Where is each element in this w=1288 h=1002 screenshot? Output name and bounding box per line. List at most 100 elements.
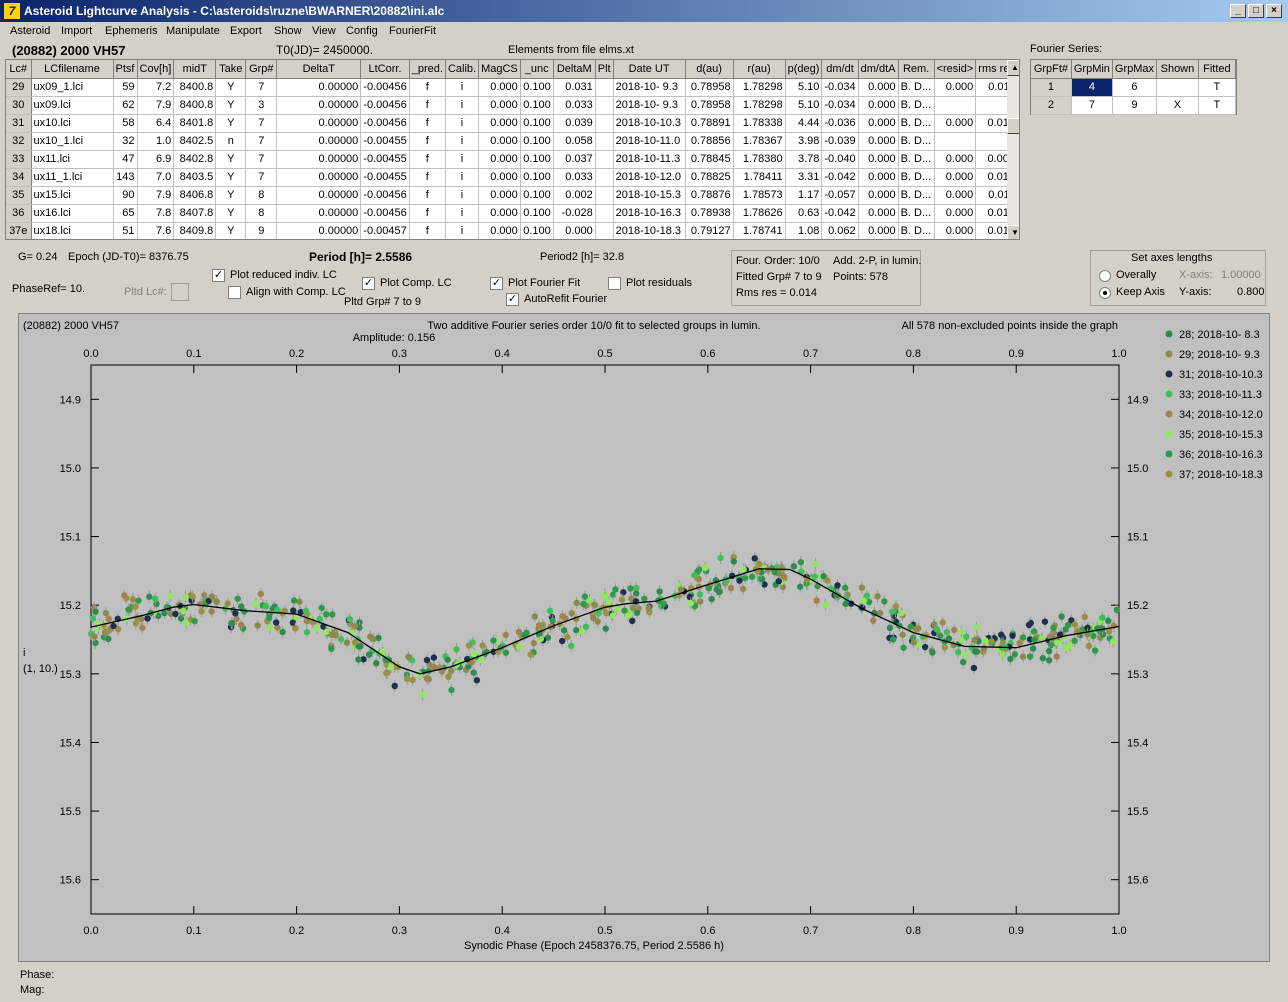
table-cell[interactable]: -0.00456 — [360, 186, 410, 205]
table-cell[interactable]: 0.062 — [821, 222, 859, 239]
table-cell[interactable]: 0.000 — [934, 168, 977, 187]
table-cell[interactable]: Y — [215, 78, 247, 97]
column-header[interactable]: Date UT — [613, 60, 686, 79]
table-cell[interactable]: 0.000 — [858, 114, 899, 133]
autorefit-checkbox[interactable]: ✓ — [506, 293, 519, 306]
table-row[interactable]: 30 ux09.lci 62 7.9 8400.8 Y 3 0.00000 -0.00456 f i… — [6, 96, 1018, 115]
column-header[interactable]: MagCS — [478, 60, 521, 79]
table-cell[interactable]: B. D... — [898, 132, 935, 151]
minimize-button[interactable]: _ — [1230, 4, 1246, 18]
table-cell[interactable]: 0.000 — [858, 204, 899, 223]
table-cell[interactable]: 7.0 — [137, 168, 175, 187]
table-cell[interactable]: 0.00000 — [276, 114, 362, 133]
table-cell[interactable]: i — [445, 78, 480, 97]
table-cell[interactable]: 8400.8 — [173, 78, 217, 97]
column-header[interactable]: Take — [215, 60, 247, 79]
table-cell[interactable]: 0.000 — [553, 222, 596, 239]
table-cell[interactable]: ux11.lci — [31, 150, 114, 169]
epoch-value[interactable]: Epoch (JD-T0)= 8376.75 — [68, 251, 189, 263]
table-cell[interactable]: 1.0 — [137, 132, 175, 151]
table-cell[interactable]: 0.78958 — [685, 96, 734, 115]
table-cell[interactable]: i — [445, 186, 480, 205]
table-cell[interactable]: 5.10 — [785, 78, 823, 97]
column-header[interactable]: LtCorr. — [360, 60, 410, 79]
table-cell[interactable]: 0.00000 — [276, 222, 362, 239]
table-cell[interactable]: 0.00000 — [276, 168, 362, 187]
table-row[interactable]: 29 ux09_1.lci 59 7.2 8400.8 Y 7 0.00000 -0.00456… — [6, 78, 1018, 97]
table-cell[interactable]: 0.78891 — [685, 114, 734, 133]
table-cell[interactable]: 2018-10-12.0 — [613, 168, 686, 187]
column-header[interactable]: GrpFt# — [1031, 60, 1072, 79]
menu-fourierfit[interactable]: FourierFit — [389, 25, 437, 37]
align-comp-checkbox[interactable] — [228, 286, 241, 299]
column-header[interactable]: Cov[h] — [137, 60, 175, 79]
table-cell[interactable]: 0.000 — [858, 186, 899, 205]
column-header[interactable]: Fitted — [1198, 60, 1237, 79]
menu-export[interactable]: Export — [230, 25, 262, 37]
table-cell[interactable]: 0.000 — [934, 204, 977, 223]
table-cell[interactable]: 0.100 — [520, 78, 554, 97]
plot-comp-checkbox[interactable]: ✓ — [362, 277, 375, 290]
table-cell[interactable]: 0.00000 — [276, 150, 362, 169]
table-cell[interactable]: -0.034 — [821, 78, 859, 97]
table-cell[interactable]: 0.00000 — [276, 186, 362, 205]
table-cell[interactable]: 7 — [1071, 96, 1113, 115]
table-cell[interactable]: 0.100 — [520, 114, 554, 133]
column-header[interactable]: Rem. — [898, 60, 935, 79]
table-cell[interactable]: -0.00456 — [360, 78, 410, 97]
table-cell[interactable]: 0.000 — [858, 78, 899, 97]
table-cell[interactable]: 0.000 — [478, 150, 521, 169]
table-cell[interactable]: 0.000 — [934, 78, 977, 97]
menu-manipulate[interactable]: Manipulate — [166, 25, 220, 37]
table-cell[interactable]: f — [409, 204, 446, 223]
table-cell[interactable]: 0.000 — [478, 204, 521, 223]
table-cell[interactable]: 0.00000 — [276, 204, 362, 223]
table-cell[interactable]: ux16.lci — [31, 204, 114, 223]
table-cell[interactable] — [934, 96, 977, 115]
column-header[interactable]: d(au) — [685, 60, 734, 79]
table-cell[interactable] — [595, 114, 614, 133]
period-value[interactable]: Period [h]= 2.5586 — [309, 250, 413, 264]
table-cell[interactable]: 0.100 — [520, 204, 554, 223]
table-cell[interactable]: 0.78958 — [685, 78, 734, 97]
column-header[interactable]: _pred. — [409, 60, 446, 79]
table-cell[interactable]: Y — [215, 96, 247, 115]
table-cell[interactable]: 0.100 — [520, 186, 554, 205]
table-cell[interactable]: 0.031 — [553, 78, 596, 97]
table-cell[interactable]: 0.000 — [478, 96, 521, 115]
overally-radio[interactable] — [1099, 270, 1111, 282]
column-header[interactable]: Calib. — [445, 60, 480, 79]
table-cell[interactable]: 2018-10-11.3 — [613, 150, 686, 169]
menu-asteroid[interactable]: Asteroid — [10, 25, 51, 37]
table-cell[interactable]: 2018-10-18.3 — [613, 222, 686, 239]
table-cell[interactable]: 1.78741 — [733, 222, 786, 239]
table-cell[interactable]: 143 — [113, 168, 138, 187]
table-cell[interactable]: 8409.8 — [173, 222, 217, 239]
table-cell[interactable]: 0.000 — [934, 150, 977, 169]
table-cell[interactable]: 0.00000 — [276, 96, 362, 115]
table-cell[interactable]: 47 — [113, 150, 138, 169]
table-cell[interactable]: 0.033 — [553, 96, 596, 115]
title-bar[interactable]: 7 Asteroid Lightcurve Analysis - C:\aste… — [0, 0, 1288, 22]
table-cell[interactable]: 7.2 — [137, 78, 175, 97]
table-cell[interactable] — [595, 204, 614, 223]
table-cell[interactable]: 2018-10- 9.3 — [613, 78, 686, 97]
table-cell[interactable]: i — [445, 150, 480, 169]
table-cell[interactable]: T — [1198, 96, 1237, 115]
table-cell[interactable]: 2018-10-15.3 — [613, 186, 686, 205]
table-cell[interactable]: 1 — [1031, 78, 1072, 97]
table-cell[interactable]: ux18.lci — [31, 222, 114, 239]
table-cell[interactable]: 4 — [1071, 78, 1113, 97]
table-cell[interactable]: 0.000 — [858, 132, 899, 151]
table-cell[interactable]: 8 — [245, 204, 278, 223]
table-cell[interactable]: f — [409, 114, 446, 133]
row-header-cell[interactable]: 33 — [6, 150, 32, 169]
table-cell[interactable]: Y — [215, 150, 247, 169]
table-cell[interactable]: 1.17 — [785, 186, 823, 205]
table-cell[interactable]: 0.100 — [520, 168, 554, 187]
table-cell[interactable]: f — [409, 96, 446, 115]
table-cell[interactable] — [595, 186, 614, 205]
lightcurve-plot-panel[interactable]: 0.0 0.0 0.1 0.1 0.2 0.2 0.3 0.3 0.4 0.4 0.5 0.5 0.6 0… — [18, 313, 1270, 962]
table-cell[interactable]: 62 — [113, 96, 138, 115]
table-cell[interactable]: B. D... — [898, 168, 935, 187]
